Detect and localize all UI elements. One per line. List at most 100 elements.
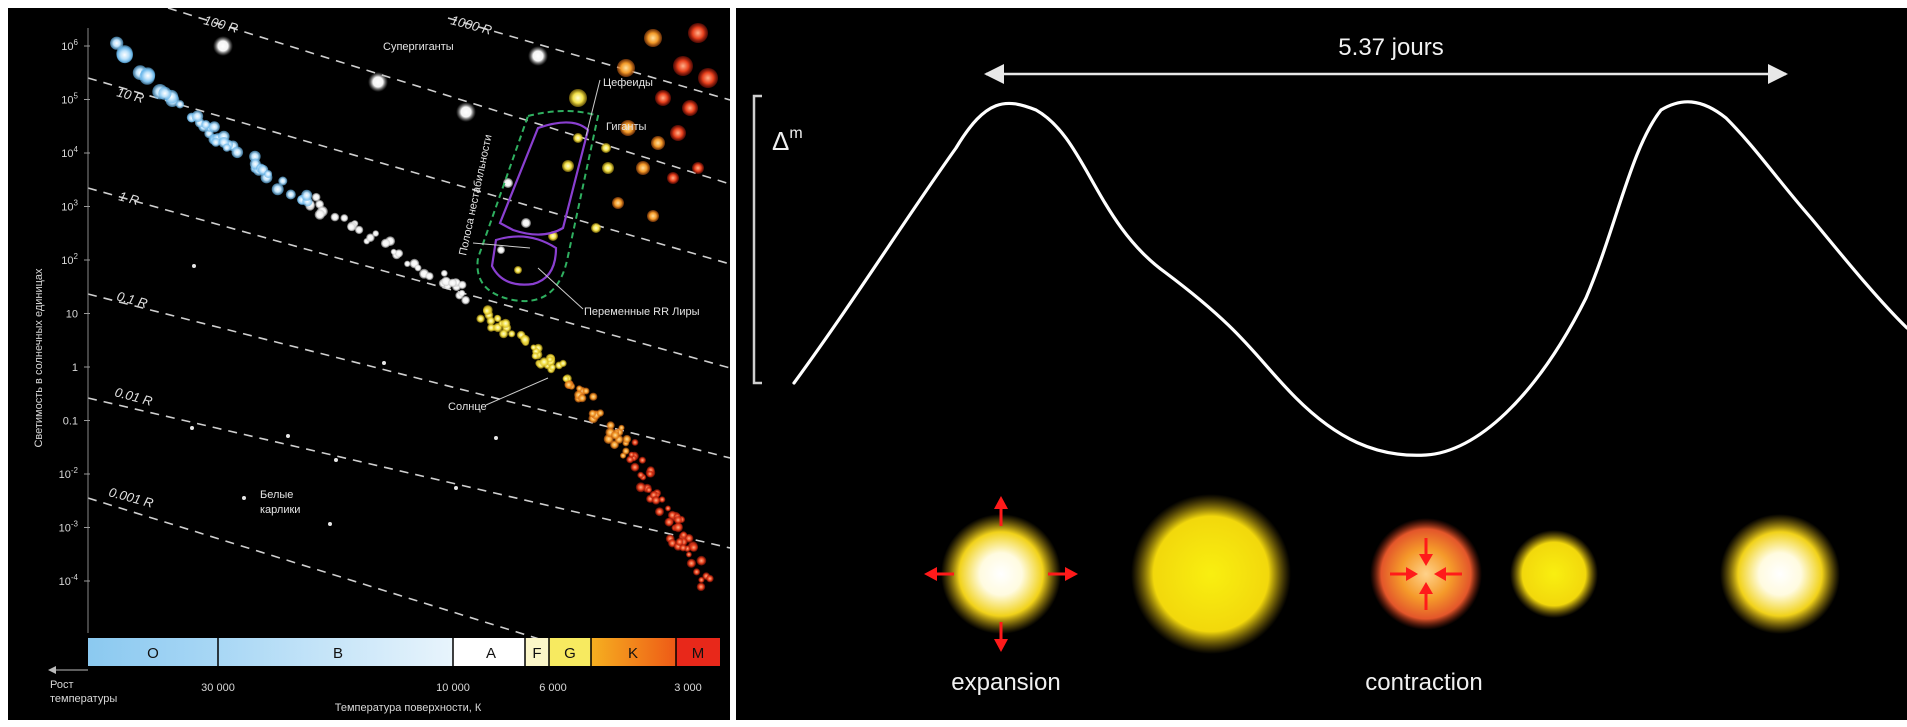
spectral-band-b	[218, 638, 453, 666]
hr-diagram-panel: 1000 R 100 R 10 R 1 R 0.1 R 0.01 R 0.001…	[8, 7, 731, 720]
spectral-class-k: K	[628, 645, 638, 662]
cepheid-region-outline	[498, 121, 590, 236]
radius-line-100r	[167, 7, 731, 185]
supergiant-star	[644, 29, 662, 47]
main-sequence-star	[278, 176, 288, 186]
y-tick-label: 10-2	[59, 466, 79, 481]
main-sequence-star	[271, 183, 284, 196]
arrow-in-top-icon	[1419, 538, 1433, 566]
main-sequence-star	[530, 344, 537, 351]
rr-lyrae-label: Переменные RR Лиры	[584, 306, 700, 318]
y-tick-label: 106	[61, 38, 78, 53]
spectral-class-b: B	[333, 645, 343, 662]
main-sequence-star	[448, 278, 457, 288]
arrow-in-right-icon	[1434, 567, 1462, 581]
main-sequence-star	[549, 363, 556, 371]
y-tick-label: 10-4	[59, 573, 79, 588]
main-sequence-star	[622, 434, 632, 444]
main-sequence-star	[208, 121, 220, 133]
main-sequence-star	[110, 36, 124, 50]
y-tick-label: 104	[61, 145, 78, 160]
white-dwarf-star	[286, 434, 290, 438]
main-sequence-star	[628, 451, 635, 458]
main-sequence-star	[546, 356, 553, 363]
radius-label-1r: 1 R	[117, 188, 140, 208]
main-sequence-star	[311, 192, 321, 202]
white-dwarfs-label-line2: карлики	[260, 504, 300, 516]
main-sequence-star	[646, 470, 654, 478]
main-sequence-star	[658, 496, 666, 503]
main-sequence-star	[606, 421, 615, 430]
main-sequence-star	[578, 393, 587, 403]
main-sequence-star	[539, 357, 549, 367]
arrow-in-left-icon	[1390, 567, 1418, 581]
main-sequence-star	[458, 280, 467, 290]
main-sequence-star	[175, 100, 185, 109]
main-sequence-star	[655, 507, 664, 517]
spectral-band-a	[453, 638, 525, 666]
spectral-class-g: G	[564, 645, 576, 662]
main-sequence-star	[440, 269, 448, 277]
contraction-label: contraction	[1365, 669, 1482, 696]
main-sequence-star	[499, 329, 509, 339]
expansion-arrows	[924, 496, 1078, 652]
cepheid-cycle-panel: 5.37 jours Δm expa	[736, 8, 1907, 720]
temp-growth-label-line1: Рост	[50, 679, 74, 691]
main-sequence-star	[487, 323, 496, 332]
main-sequence-star	[686, 558, 697, 568]
white-dwarf-star	[454, 486, 458, 490]
main-sequence-star	[140, 68, 155, 83]
main-sequence-star	[562, 375, 570, 383]
main-sequence-star	[576, 385, 583, 392]
main-sequence-star	[390, 248, 397, 255]
main-sequence-star	[680, 531, 688, 539]
radius-line-10r	[87, 77, 731, 265]
radius-label-01r: 0.1 R	[115, 288, 149, 311]
supergiant-star	[688, 23, 708, 43]
y-tick-label: 10-3	[59, 520, 79, 535]
main-sequence-star	[116, 46, 133, 64]
giant-star	[651, 136, 665, 150]
temp-tick-3000: 3 000	[674, 682, 702, 694]
spectral-band-k	[591, 638, 676, 666]
main-sequence-star	[476, 314, 485, 323]
giant-star	[667, 172, 679, 184]
main-sequence-star	[564, 380, 573, 390]
contraction-arrows	[1390, 538, 1462, 610]
giant-star	[620, 120, 636, 136]
spectral-band-f	[525, 638, 549, 666]
main-sequence-star	[500, 318, 511, 329]
white-dwarf-star	[190, 426, 194, 430]
rr-lyrae-region-outline	[490, 235, 558, 286]
main-sequence-star	[264, 170, 273, 178]
x-axis-label: Температура поверхности, К	[335, 702, 482, 714]
radius-line-001r	[87, 397, 731, 549]
cepheid-cycle-diagram: 5.37 jours Δm expa	[752, 34, 1907, 696]
giant-star	[647, 210, 659, 222]
main-sequence-star	[211, 137, 221, 147]
star-maximum	[1131, 494, 1291, 654]
main-sequence-star	[588, 409, 597, 418]
main-sequence-star	[673, 522, 683, 533]
temp-tick-30000: 30 000	[201, 682, 235, 694]
white-dwarf-star	[382, 361, 386, 365]
y-tick-label: 103	[61, 199, 78, 214]
sun-pointer	[485, 377, 549, 406]
star-minimum	[1510, 530, 1598, 618]
cepheids-pointer	[585, 79, 601, 137]
radius-label-0001r: 0.001 R	[107, 484, 155, 510]
giant-star	[514, 266, 522, 274]
star-expanding-again	[1720, 514, 1840, 634]
main-sequence-star	[698, 576, 705, 584]
supergiant-star	[213, 36, 233, 56]
main-sequence-star	[191, 110, 204, 123]
main-sequence-star	[582, 387, 590, 395]
supergiant-star	[682, 100, 698, 116]
main-sequence-star	[665, 505, 671, 512]
white-dwarf-star	[242, 496, 246, 500]
spectral-class-m: M	[692, 645, 705, 662]
giant-star	[573, 133, 583, 143]
supergiant-star	[528, 46, 548, 66]
main-sequence-star	[461, 295, 470, 305]
radius-line-1r	[87, 187, 731, 369]
